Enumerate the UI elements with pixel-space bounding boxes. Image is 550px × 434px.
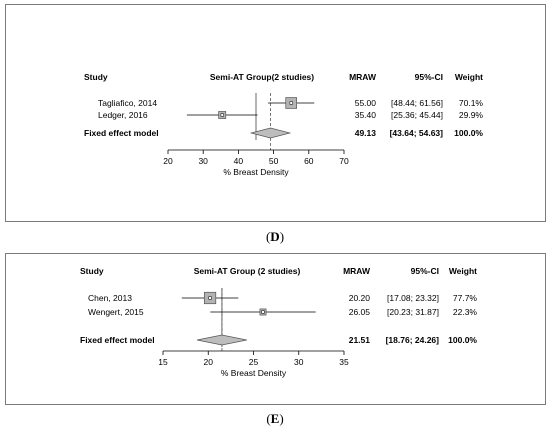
x-tick-label: 35 xyxy=(339,357,349,367)
summary-diamond xyxy=(196,334,247,346)
x-tick-label: 20 xyxy=(204,357,214,367)
x-tick-label: 50 xyxy=(269,156,279,166)
study-weight: 70.1% xyxy=(459,98,484,108)
study-mraw: 20.20 xyxy=(349,293,371,303)
caption-d: (D) xyxy=(265,229,285,244)
study-mraw: 55.00 xyxy=(355,98,377,108)
header-study: Study xyxy=(84,72,108,82)
header-ci: 95%-CI xyxy=(415,72,443,82)
study-name: Chen, 2013 xyxy=(88,293,132,303)
study-mraw: 35.40 xyxy=(355,110,377,120)
header-ci: 95%-CI xyxy=(411,266,439,276)
study-name: Ledger, 2016 xyxy=(98,110,148,120)
study-ci: [20.23; 31.87] xyxy=(387,307,439,317)
x-axis-label: % Breast Density xyxy=(221,368,287,378)
summary-name: Fixed effect model xyxy=(84,128,159,138)
x-tick-label: 25 xyxy=(249,357,259,367)
x-tick-label: 20 xyxy=(163,156,173,166)
study-name: Tagliafico, 2014 xyxy=(98,98,157,108)
study-mraw: 26.05 xyxy=(349,307,371,317)
x-tick-label: 40 xyxy=(234,156,244,166)
study-name: Wengert, 2015 xyxy=(88,307,144,317)
summary-name: Fixed effect model xyxy=(80,335,155,345)
summary-mraw: 21.51 xyxy=(349,335,371,345)
study-point xyxy=(261,310,265,314)
x-tick-label: 60 xyxy=(304,156,314,166)
summary-mraw: 49.13 xyxy=(355,128,377,138)
summary-ci: [43.64; 54.63] xyxy=(390,128,444,138)
summary-ci: [18.76; 24.26] xyxy=(386,335,440,345)
x-tick-label: 70 xyxy=(339,156,349,166)
study-point xyxy=(220,113,224,117)
forest-panel-d: Study Semi-AT Group(2 studies) MRAW 95%-CI W… xyxy=(5,4,546,222)
study-weight: 29.9% xyxy=(459,110,484,120)
x-tick-label: 15 xyxy=(158,357,168,367)
forest-plot-d: Study Semi-AT Group(2 studies) MRAW 95%-CI W… xyxy=(84,72,484,177)
caption-e-label: E xyxy=(270,411,280,426)
study-weight: 77.7% xyxy=(453,293,478,303)
summary-weight: 100.0% xyxy=(454,128,483,138)
summary-diamond xyxy=(249,127,292,139)
study-ci: [17.08; 23.32] xyxy=(387,293,439,303)
header-mraw: MRAW xyxy=(343,266,371,276)
header-mraw: MRAW xyxy=(349,72,377,82)
study-ci: [48.44; 61.56] xyxy=(391,98,443,108)
header-group: Semi-AT Group(2 studies) xyxy=(210,72,314,82)
header-weight: Weight xyxy=(449,266,477,276)
header-group: Semi-AT Group (2 studies) xyxy=(194,266,301,276)
header-weight: Weight xyxy=(455,72,483,82)
caption-d-label: D xyxy=(270,229,280,244)
study-point xyxy=(208,296,212,300)
study-point xyxy=(289,101,293,105)
study-ci: [25.36; 45.44] xyxy=(391,110,443,120)
x-tick-label: 30 xyxy=(198,156,208,166)
forest-plot-e: Study Semi-AT Group (2 studies) MRAW 95%-CI… xyxy=(80,266,478,378)
x-axis-label: % Breast Density xyxy=(223,167,289,177)
summary-weight: 100.0% xyxy=(448,335,477,345)
x-tick-label: 30 xyxy=(294,357,304,367)
study-weight: 22.3% xyxy=(453,307,478,317)
header-study: Study xyxy=(80,266,104,276)
caption-e: (E) xyxy=(266,411,284,426)
forest-panel-e: Study Semi-AT Group (2 studies) MRAW 95%-CI… xyxy=(5,253,546,405)
